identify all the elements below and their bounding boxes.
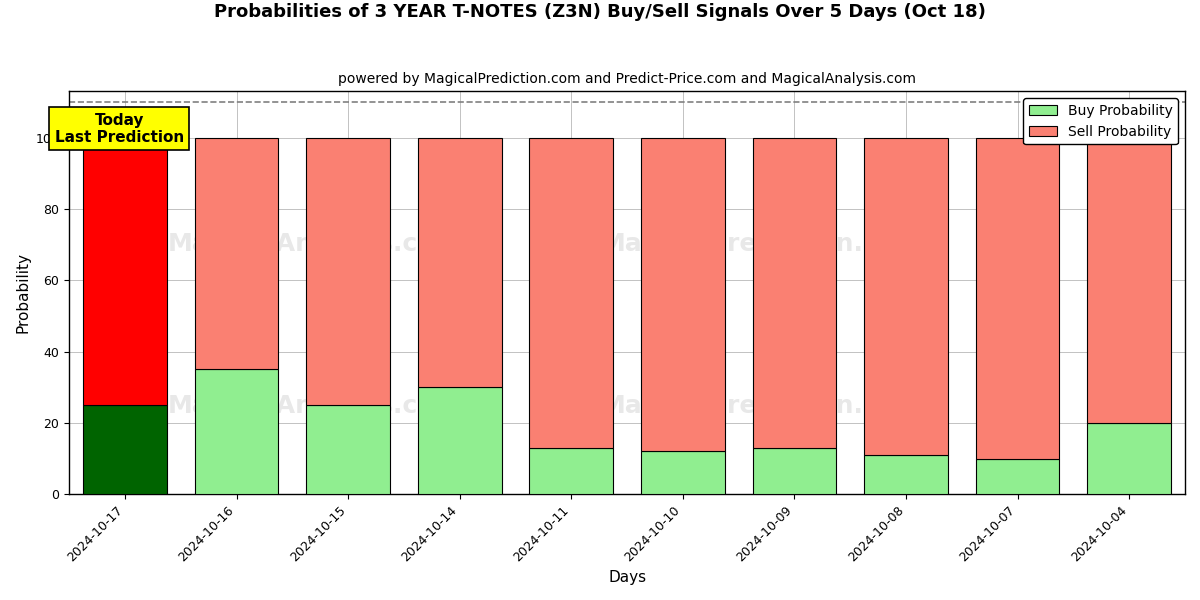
Bar [83,137,167,405]
Bar [1087,137,1171,423]
Bar [752,137,836,448]
Text: MagicalAnalysis.com: MagicalAnalysis.com [168,232,462,256]
Bar [752,448,836,494]
Title: powered by MagicalPrediction.com and Predict-Price.com and MagicalAnalysis.com: powered by MagicalPrediction.com and Pre… [338,72,916,86]
Bar [306,137,390,405]
Bar [976,458,1060,494]
Bar [1087,423,1171,494]
Bar [194,370,278,494]
Legend: Buy Probability, Sell Probability: Buy Probability, Sell Probability [1024,98,1178,145]
Text: Today
Last Prediction: Today Last Prediction [55,113,184,145]
Bar [976,137,1060,458]
Y-axis label: Probability: Probability [16,252,30,333]
Bar [83,405,167,494]
Bar [194,137,278,370]
Bar [418,387,502,494]
Bar [529,448,613,494]
Bar [418,137,502,387]
Bar [864,455,948,494]
Bar [306,405,390,494]
Bar [641,137,725,451]
Bar [641,451,725,494]
Text: MagicalAnalysis.com: MagicalAnalysis.com [168,394,462,418]
Text: Probabilities of 3 YEAR T-NOTES (Z3N) Buy/Sell Signals Over 5 Days (Oct 18): Probabilities of 3 YEAR T-NOTES (Z3N) Bu… [214,3,986,21]
Text: MagicalPrediction.com: MagicalPrediction.com [600,394,922,418]
Text: MagicalPrediction.com: MagicalPrediction.com [600,232,922,256]
Bar [864,137,948,455]
Bar [529,137,613,448]
X-axis label: Days: Days [608,570,646,585]
